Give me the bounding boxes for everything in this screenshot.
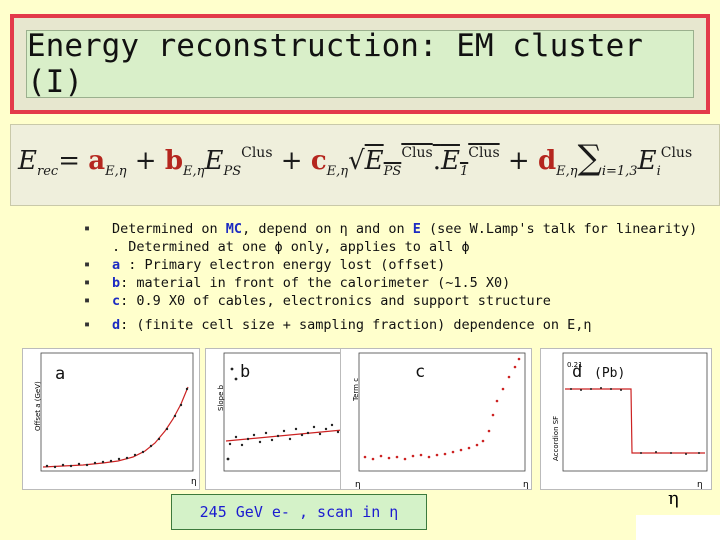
bullet-item: Determined on MC, depend on η and on E (… [84,220,704,256]
formula-lhs-sub: rec [36,164,59,179]
bullet-3-key: b [112,275,121,291]
formula-one-sub: 1 [459,164,469,179]
plot-c-svg: Term c η η [352,352,529,490]
formula-sum-sub: i=1,3 [601,164,638,179]
bullet-1-mc: MC [225,221,243,237]
formula-clus-1: Clus [241,145,273,161]
plot-panel-c: Term c η η [340,348,532,490]
panel-label-d-pb: (Pb) [594,366,626,381]
plot-a-eta: η [191,477,197,487]
sum-icon: ∑ [577,138,602,178]
formula-b-sub: E,η [183,164,205,179]
plot-d-tick: 0.21 [567,361,583,369]
plot-b-ylabel: Slope b [217,384,225,411]
panel-label-d: d [572,362,583,382]
formula-clus-2: Clus [401,145,433,161]
bullet-1-post: (see W.Lamp's talk for linearity) . Dete… [112,221,698,255]
plot-d-ylabel: Accordion SF [552,416,560,461]
formula-plus-1: + [134,146,157,176]
formula-sqrt-body: EPSClus.E1Clus [364,145,500,179]
formula-c: c [310,146,327,176]
plot-c-points [363,357,521,461]
plot-d-eta: η [697,480,703,490]
plot-a-ylabel: Offset a (GeV) [34,381,42,431]
bullet-1-e: E [412,221,421,237]
bullet-item: c: 0.9 X0 of cables, electronics and sup… [84,292,704,310]
plot-c-eta-2: η [523,480,529,490]
formula-frame [10,124,720,206]
bullet-4-key: c [112,293,121,309]
formula-d-sub: E,η [556,164,578,179]
formula-eps-2: E [364,146,384,176]
energy-formula: Erec= aE,η + bE,ηEPSClus + cE,η√EPSClus.… [18,138,692,179]
formula-clus-3: Clus [468,145,500,161]
formula-clus-4: Clus [660,145,693,161]
formula-d: d [537,146,557,176]
bullet-item: a : Primary electron energy lost (offset… [84,256,704,274]
plot-d-svg: Accordion SF 0.21 η [552,352,708,490]
bullet-list: Determined on MC, depend on η and on E (… [84,220,704,334]
formula-i-sub: i [656,164,661,179]
corner-eta: η [668,488,679,509]
corner-block [636,515,720,540]
plot-panel-d: Accordion SF 0.21 η [540,348,712,490]
bullet-5-text: : (finite cell size + sampling fraction)… [120,317,592,333]
plot-c-ylabel: Term c [352,378,360,402]
formula-e1: E [440,146,460,176]
panel-label-b: b [240,362,251,382]
formula-plus-2: + [280,146,303,176]
plot-panel-a: Offset a (GeV) η [22,348,200,490]
page-title: Energy reconstruction: EM cluster (I) [27,28,643,100]
formula-a: a [88,146,106,176]
bullet-2-text: : Primary electron energy lost (offset) [120,257,446,273]
formula-ei: E [637,146,657,176]
plot-a-points [45,387,189,469]
bullet-4-text: : 0.9 X0 of cables, electronics and supp… [120,293,551,309]
title-panel: Energy reconstruction: EM cluster (I) [26,28,694,100]
bullet-3-text: : material in front of the calorimeter (… [120,275,511,291]
plot-a-fit-curve [42,386,189,468]
plot-c-eta: η [355,480,361,490]
bullet-1-mid: , depend on η and on [242,221,413,237]
bullet-1-pre: Determined on [112,221,226,237]
bullet-item: b: material in front of the calorimeter … [84,274,704,292]
formula-eps: E [204,146,224,176]
bullet-item: d: (finite cell size + sampling fraction… [84,316,704,334]
formula-plus-3: + [507,146,530,176]
panel-label-c: c [415,362,426,382]
scan-caption: 245 GeV e- , scan in η [171,494,427,530]
formula-lhs: E [18,146,37,176]
formula-b: b [164,146,184,176]
plot-a-svg: Offset a (GeV) η [34,352,197,487]
sqrt-icon: √ [348,146,365,176]
formula-ps-sub: PS [223,164,242,179]
panel-label-a: a [55,364,66,384]
formula-ps-sub-2: PS [383,164,402,179]
bullet-5-key: d [112,317,121,333]
bullet-2-key: a [112,257,121,273]
title-frame: Energy reconstruction: EM cluster (I) [10,14,710,114]
formula-a-sub: E,η [105,164,127,179]
plot-d-points [570,387,700,455]
plot-d-step [565,388,705,454]
formula-equals: = [58,146,89,176]
formula-c-sub: E,η [326,164,349,179]
